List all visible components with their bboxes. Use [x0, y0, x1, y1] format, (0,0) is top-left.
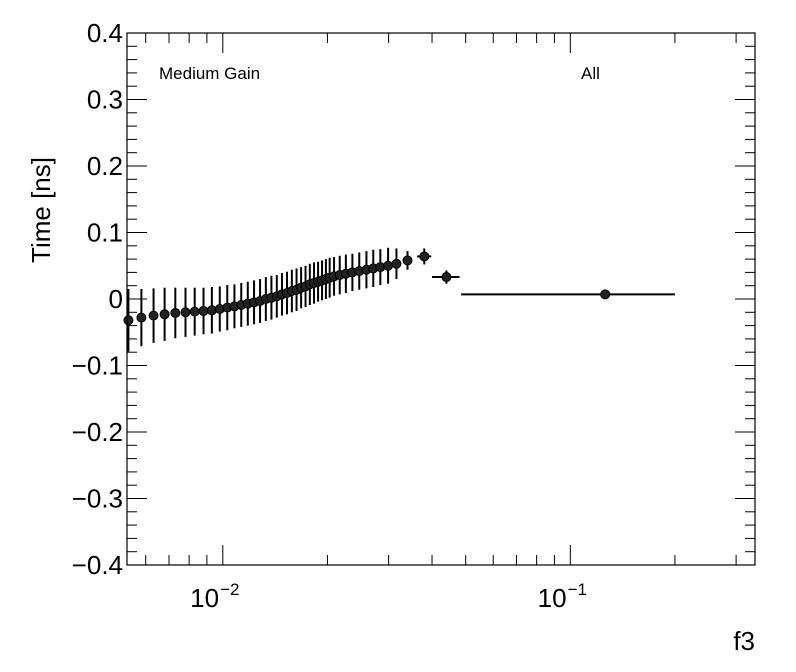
data-point [159, 287, 170, 341]
y-axis-title: Time [ns] [26, 157, 56, 263]
annotation-all: All [581, 64, 600, 83]
y-tick-label: 0.3 [87, 85, 123, 115]
y-tick-label: 0.4 [87, 18, 123, 48]
marker [198, 305, 209, 316]
y-tick-label: −0.4 [72, 550, 123, 580]
marker [148, 310, 159, 321]
x-axis-title: f3 [733, 626, 755, 656]
marker [402, 255, 413, 266]
data-point [222, 285, 233, 331]
marker [189, 306, 200, 317]
y-tick-label: 0.2 [87, 151, 123, 181]
data-point [391, 248, 402, 280]
data-point [402, 251, 413, 270]
marker [180, 307, 191, 318]
marker [419, 251, 430, 262]
data-point [347, 253, 358, 292]
y-tick-label: 0.1 [87, 218, 123, 248]
marker [170, 307, 181, 318]
data-layer [123, 247, 675, 352]
marker [159, 309, 170, 320]
y-tick-label: −0.2 [72, 417, 123, 447]
y-tick-label: 0 [109, 284, 123, 314]
marker [136, 312, 147, 323]
data-point [170, 287, 181, 339]
y-tick-label: −0.1 [72, 351, 123, 381]
data-point [432, 270, 460, 284]
labels-layer: −0.4−0.3−0.2−0.100.10.20.30.410−2 10−1 [72, 18, 587, 613]
data-point [148, 288, 159, 343]
marker [391, 258, 402, 269]
ticks-layer [127, 32, 755, 566]
data-point [206, 287, 217, 334]
data-point [416, 248, 432, 265]
marker [383, 260, 394, 271]
marker [123, 315, 134, 326]
annotation-medium-gain: Medium Gain [159, 64, 260, 83]
data-point [180, 287, 191, 337]
marker [441, 272, 452, 283]
marker [600, 289, 611, 300]
y-tick-label: −0.3 [72, 484, 123, 514]
data-point [461, 289, 675, 300]
